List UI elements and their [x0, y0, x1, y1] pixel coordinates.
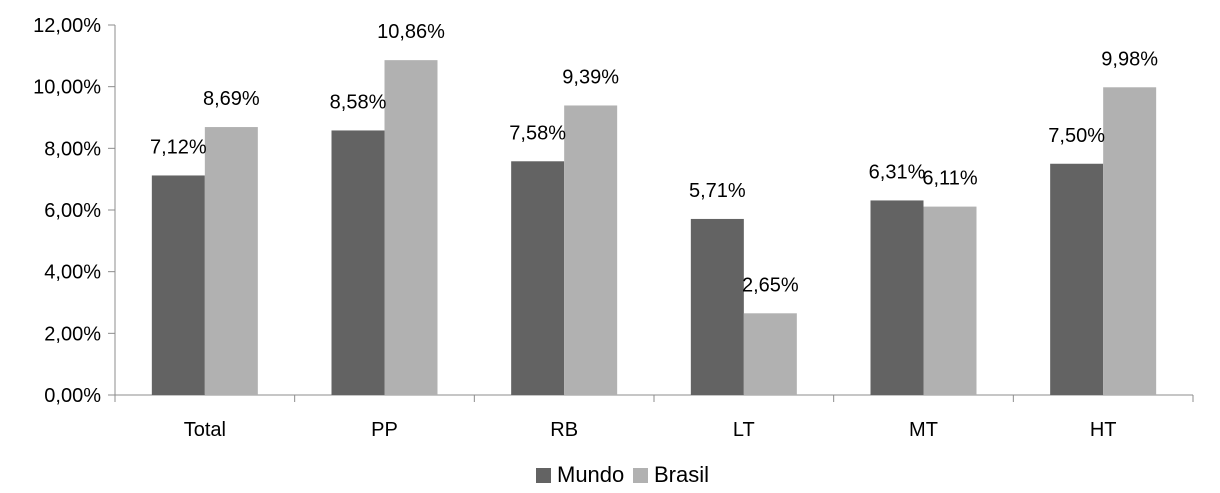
bar-brasil-total	[204, 127, 258, 395]
data-label-mundo-rb: 7,58%	[509, 122, 566, 144]
legend-label-mundo: Mundo	[557, 462, 624, 487]
data-label-brasil-total: 8,69%	[203, 88, 260, 110]
x-category-label: LT	[733, 419, 755, 441]
bar-mundo-ht	[1050, 163, 1104, 395]
data-label-brasil-rb: 9,39%	[562, 66, 619, 88]
legend-swatch-mundo	[536, 468, 551, 483]
x-axis: Total PP RB LT MT HT	[114, 394, 1194, 441]
bar-brasil-pp	[384, 60, 438, 396]
bar-mundo-lt	[690, 218, 744, 395]
bar-brasil-ht	[1103, 87, 1157, 396]
data-label-brasil-pp: 10,86%	[377, 21, 445, 43]
data-label-mundo-mt: 6,31%	[869, 161, 926, 183]
y-tick-label: 0,00%	[44, 385, 101, 407]
bar-mundo-mt	[870, 200, 924, 395]
y-tick-label: 12,00%	[33, 15, 101, 37]
data-label-mundo-total: 7,12%	[150, 136, 207, 158]
y-axis: 0,00% 2,00% 4,00% 6,00% 8,00% 10,00% 12,00%	[33, 15, 116, 407]
x-category-label: MT	[909, 419, 938, 441]
x-category-label: Total	[184, 419, 226, 441]
x-category-label: RB	[550, 419, 578, 441]
bar-mundo-rb	[511, 161, 565, 395]
y-tick-label: 10,00%	[33, 77, 101, 99]
bar-mundo-pp	[331, 130, 385, 395]
x-category-label: HT	[1090, 419, 1117, 441]
data-label-mundo-ht: 7,50%	[1048, 125, 1105, 147]
y-tick-label: 6,00%	[44, 200, 101, 222]
y-tick-label: 4,00%	[44, 262, 101, 284]
y-tick-label: 2,00%	[44, 323, 101, 345]
y-tick-label: 8,00%	[44, 138, 101, 160]
data-label-mundo-pp: 8,58%	[330, 91, 387, 113]
bar-brasil-mt	[923, 206, 977, 395]
data-label-brasil-ht: 9,98%	[1101, 48, 1158, 70]
x-category-label: PP	[371, 419, 398, 441]
bar-brasil-lt	[743, 313, 797, 395]
legend: Mundo Brasil	[536, 462, 709, 487]
legend-swatch-brasil	[633, 468, 648, 483]
bars	[151, 60, 1157, 396]
bar-brasil-rb	[564, 105, 618, 395]
data-label-brasil-mt: 6,11%	[922, 168, 977, 190]
bar-mundo-total	[151, 175, 205, 395]
data-label-mundo-lt: 5,71%	[689, 180, 746, 202]
data-label-brasil-lt: 2,65%	[742, 274, 799, 296]
legend-label-brasil: Brasil	[654, 462, 709, 487]
data-labels: 7,12% 8,58% 7,58% 5,71% 6,31% 7,50% 8,69% 10,86…	[150, 21, 1158, 296]
